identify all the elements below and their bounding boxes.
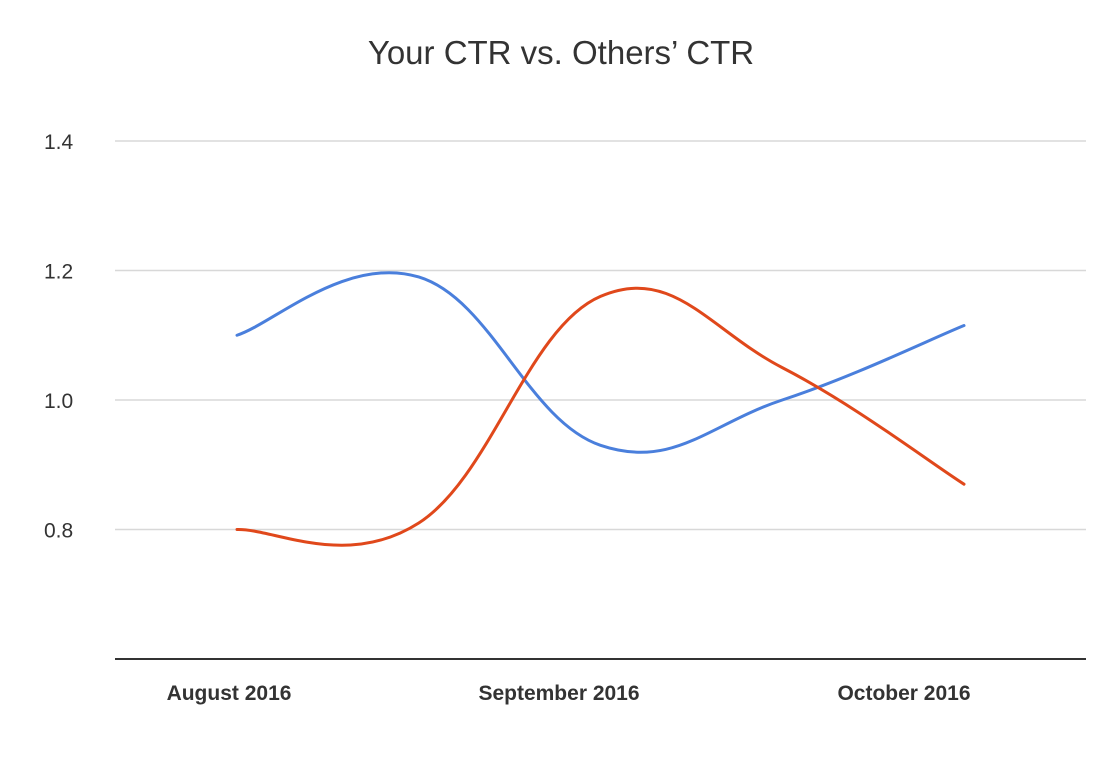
chart-title: Your CTR vs. Others’ CTR (367, 34, 755, 71)
x-tick-label: October 2016 (837, 682, 970, 705)
y-tick-label: 1.4 (44, 131, 74, 154)
y-tick-label: 1.2 (44, 261, 73, 284)
x-tick-label: September 2016 (478, 682, 639, 705)
y-tick-label: 0.8 (44, 520, 73, 543)
series-line-2 (235, 286, 966, 547)
series-line-1 (235, 271, 966, 454)
y-tick-label: 1.0 (44, 390, 73, 413)
x-tick-label: August 2016 (167, 682, 292, 705)
